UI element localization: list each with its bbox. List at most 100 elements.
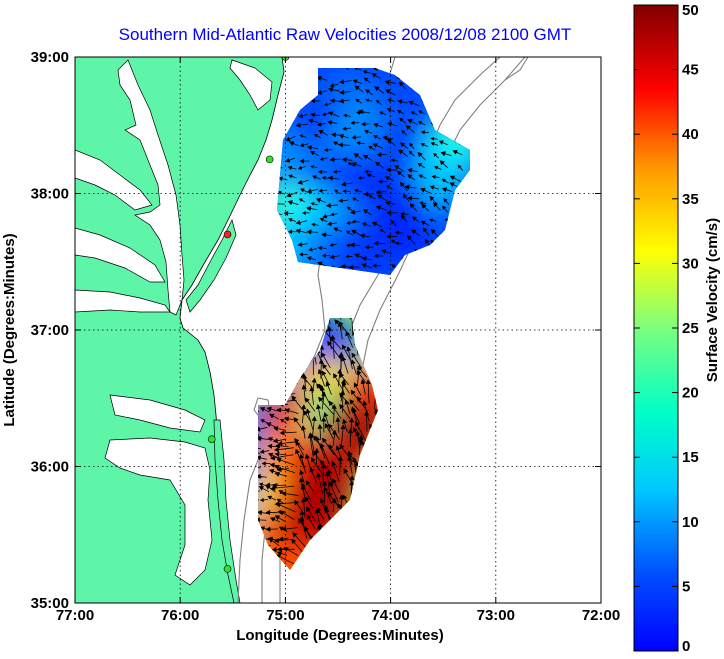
vector-arrowhead: [357, 109, 363, 115]
vector-arrowhead: [349, 399, 355, 405]
vector-arrowhead: [373, 123, 379, 128]
vector-arrowhead: [301, 211, 306, 215]
vector-arrowhead: [375, 99, 380, 104]
vector-arrowhead: [322, 437, 327, 444]
vector-arrowhead: [374, 86, 380, 92]
vector-arrowhead: [259, 449, 265, 454]
vector-arrowhead: [312, 175, 317, 180]
colorbar-tick-label: 5: [682, 578, 690, 595]
y-tick-label: 38:00: [31, 186, 69, 203]
x-axis-label: Longitude (Degrees:Minutes): [236, 627, 444, 644]
vector-arrowhead: [352, 427, 358, 433]
vector-arrowhead: [331, 460, 337, 467]
vector-arrowhead: [310, 457, 316, 463]
vector-arrowhead: [338, 353, 344, 359]
vector-arrowhead: [268, 538, 274, 543]
vector-arrowhead: [390, 219, 395, 225]
vector-arrowhead: [429, 195, 435, 202]
vector-arrowhead: [407, 167, 413, 173]
vector-arrowhead: [310, 112, 315, 118]
vector-arrowhead: [385, 200, 391, 206]
vector-arrowhead: [344, 399, 350, 405]
vector-arrowhead: [298, 113, 304, 119]
vector-arrowhead: [304, 526, 309, 532]
vector-arrowhead: [287, 200, 293, 206]
vector-arrowhead: [299, 477, 305, 483]
vector-arrowhead: [327, 175, 333, 181]
vector-arrowhead: [424, 238, 430, 245]
vector-arrowhead: [386, 234, 392, 240]
vector-arrowhead: [313, 450, 318, 456]
x-tick-label: 75:00: [266, 607, 304, 624]
vector-arrowhead: [319, 497, 325, 504]
vector-arrowhead: [295, 440, 301, 447]
vector-arrowhead: [330, 212, 335, 217]
vector-arrowhead: [319, 217, 325, 222]
vector-arrowhead: [311, 416, 317, 422]
vector-arrowhead: [348, 264, 354, 270]
vector-arrowhead: [338, 198, 343, 204]
vector-arrowhead: [333, 227, 339, 232]
vector-arrow: [277, 167, 283, 170]
vector-arrowhead: [314, 508, 321, 514]
vector-arrowhead: [266, 422, 272, 428]
vector-arrowhead: [315, 436, 321, 442]
vector-arrowhead: [316, 89, 323, 95]
vector-arrowhead: [412, 216, 418, 222]
vector-arrowhead: [299, 453, 305, 459]
vector-arrowhead: [268, 437, 273, 442]
vector-arrowhead: [420, 130, 425, 135]
vector-arrowhead: [361, 222, 367, 227]
colorbar-ticks: 0 5 10 15 20 25 30 35 40 45 50: [634, 2, 699, 655]
vector-arrowhead: [259, 407, 266, 412]
vector-arrowhead: [329, 243, 334, 247]
vector-arrowhead: [266, 406, 272, 412]
y-axis-ticks: 35:00 36:00 37:00 38:00 39:00: [31, 49, 601, 612]
station-marker: [265, 155, 274, 164]
vector-arrowhead: [288, 217, 293, 222]
vector-arrowhead: [298, 518, 304, 524]
vector-arrowhead: [270, 485, 276, 491]
vector-arrowhead: [276, 498, 282, 504]
vector-arrowhead: [373, 240, 379, 247]
vector-arrowhead: [317, 245, 322, 251]
vector-arrowhead: [408, 100, 414, 106]
vector-arrowhead: [341, 157, 347, 163]
vector-arrowhead: [310, 164, 315, 169]
vector-arrowhead: [258, 486, 265, 491]
vector-arrowhead: [297, 165, 303, 170]
vector-arrowhead: [346, 221, 351, 226]
vector-arrowhead: [400, 214, 406, 220]
vector-arrowhead: [390, 158, 395, 163]
vector-arrowhead: [420, 142, 425, 147]
vector-arrowhead: [277, 190, 282, 195]
vector-arrow: [342, 68, 349, 70]
vector-arrowhead: [346, 206, 351, 211]
vector-arrowhead: [306, 188, 312, 194]
vector-arrowhead: [273, 446, 280, 453]
vector-arrowhead: [350, 389, 356, 396]
vector-arrowhead: [363, 191, 369, 197]
vector-arrowhead: [342, 189, 347, 194]
vector-arrowhead: [299, 509, 305, 516]
vector-arrowhead: [430, 141, 435, 146]
vector-arrowhead: [376, 152, 382, 158]
vector-arrowhead: [401, 130, 406, 134]
vector-arrowhead: [295, 219, 301, 225]
vector-arrowhead: [333, 373, 338, 379]
vector-arrowhead: [278, 489, 284, 495]
vector-arrowhead: [335, 445, 341, 451]
vector-arrowhead: [340, 264, 346, 270]
vector-arrowhead: [353, 68, 359, 71]
y-tick-label: 36:00: [31, 459, 69, 476]
vector-arrowhead: [339, 79, 345, 85]
vector-arrowhead: [265, 526, 271, 532]
vector-arrowhead: [342, 126, 347, 131]
vector-arrowhead: [287, 229, 293, 234]
vector-arrowhead: [327, 340, 333, 347]
vector-arrowhead: [308, 118, 314, 124]
vector-arrowhead: [304, 397, 310, 403]
vector-arrowhead: [260, 419, 265, 423]
vector-arrowhead: [313, 435, 319, 441]
vector-arrowhead: [390, 239, 396, 244]
